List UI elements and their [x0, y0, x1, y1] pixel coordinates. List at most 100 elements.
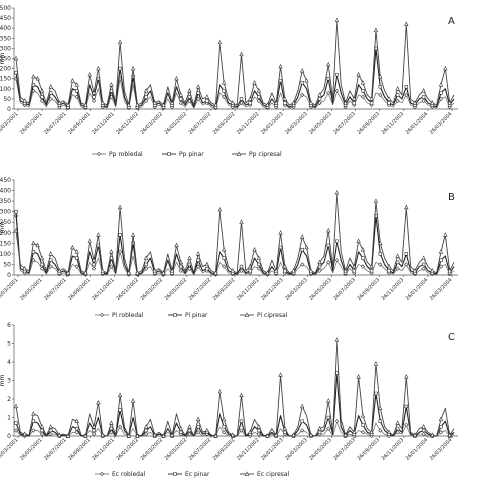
x-tick-label: 26/03/2001: [0, 111, 19, 136]
x-tick-label: 26/11/2001: [91, 437, 116, 462]
data-point: [239, 264, 244, 269]
data-point: [126, 102, 131, 107]
data-point: [13, 55, 19, 61]
data-point: [326, 415, 330, 420]
x-tick-label: 26/09/2002: [212, 277, 237, 302]
data-point: [308, 432, 314, 437]
legend: Pi robledal Pi pinar Pi cipresal: [95, 312, 288, 319]
data-point: [13, 428, 19, 433]
y-tick-label: 100: [0, 86, 11, 93]
data-point: [143, 88, 149, 93]
data-point: [257, 428, 261, 433]
data-point: [57, 268, 62, 273]
data-point: [326, 426, 331, 431]
data-point: [205, 266, 209, 271]
data-point: [317, 100, 322, 106]
data-point: [83, 433, 88, 438]
data-point: [109, 420, 114, 425]
series-ec-cipresal: [13, 337, 455, 438]
data-point: [278, 63, 283, 69]
data-point: [439, 258, 443, 262]
x-tick-label: 26/11/2003: [381, 277, 406, 302]
data-point: [412, 268, 418, 273]
data-point: [222, 430, 227, 435]
x-tick-label: 26/03/2002: [139, 437, 164, 462]
y-tick-label: 100: [0, 251, 11, 258]
data-point: [179, 97, 183, 101]
data-point: [196, 430, 201, 435]
data-point: [300, 67, 305, 73]
y-tick-label: 50: [3, 96, 11, 103]
data-point: [239, 392, 244, 398]
legend-marker: [173, 313, 177, 317]
data-point: [265, 102, 270, 107]
data-point: [386, 263, 392, 269]
data-point: [326, 243, 330, 248]
x-tick-label: 26/01/2003: [260, 277, 285, 302]
data-point: [109, 426, 114, 431]
series-line: [15, 19, 455, 106]
data-point: [443, 65, 448, 71]
data-point: [187, 88, 192, 93]
data-point: [144, 262, 148, 267]
data-point: [179, 430, 183, 434]
x-tick-label: 26/11/2001: [91, 277, 116, 302]
y-tick-label: 350: [0, 35, 11, 42]
data-point: [421, 262, 426, 267]
data-point: [326, 227, 331, 233]
x-tick-label: 26/05/2003: [308, 277, 333, 302]
data-point: [256, 88, 262, 93]
legend: Ec robledal Ec pinar Ec cipresal: [95, 471, 290, 478]
data-point: [174, 242, 179, 248]
data-point: [143, 255, 149, 260]
panel-letter: A: [448, 16, 455, 27]
data-point: [395, 426, 400, 431]
data-point: [373, 198, 379, 203]
data-point: [169, 432, 175, 437]
x-tick-label: 26/09/2002: [212, 437, 237, 462]
data-point: [335, 239, 339, 243]
data-point: [109, 264, 114, 269]
data-point: [256, 266, 261, 271]
data-point: [308, 100, 314, 105]
data-point: [187, 95, 192, 99]
data-point: [126, 433, 131, 438]
data-point: [74, 82, 79, 87]
data-point: [57, 432, 62, 437]
x-tick-label: 26/07/2001: [43, 277, 68, 302]
data-point: [421, 266, 426, 271]
data-point: [300, 403, 305, 409]
data-point: [130, 65, 136, 71]
data-point: [247, 429, 253, 435]
data-point: [334, 258, 340, 263]
y-tick-label: 150: [0, 240, 11, 247]
data-point: [282, 96, 288, 101]
x-tick-label: 26/01/2002: [115, 437, 140, 462]
x-tick-label: 26/01/2003: [260, 437, 285, 462]
x-tick-label: 26/11/2002: [236, 111, 261, 136]
data-point: [386, 96, 392, 101]
data-point: [378, 262, 383, 267]
data-point: [13, 227, 19, 233]
data-point: [74, 249, 79, 254]
data-point: [404, 404, 408, 409]
x-tick-label: 26/07/2003: [332, 277, 357, 302]
data-point: [221, 80, 227, 85]
data-point: [48, 84, 53, 89]
data-point: [65, 270, 71, 275]
data-point: [22, 431, 27, 436]
data-point: [135, 270, 140, 275]
data-point: [395, 253, 400, 258]
data-point: [326, 61, 331, 67]
series-ec-pinar: [14, 371, 455, 438]
data-point: [291, 100, 296, 105]
data-point: [291, 432, 296, 437]
data-point: [421, 88, 426, 93]
data-point: [152, 268, 157, 273]
data-point: [252, 246, 257, 252]
data-point: [317, 92, 322, 97]
data-point: [443, 232, 448, 237]
x-tick-label: 26/11/2002: [236, 277, 261, 302]
x-tick-label: 26/05/2001: [19, 437, 44, 462]
